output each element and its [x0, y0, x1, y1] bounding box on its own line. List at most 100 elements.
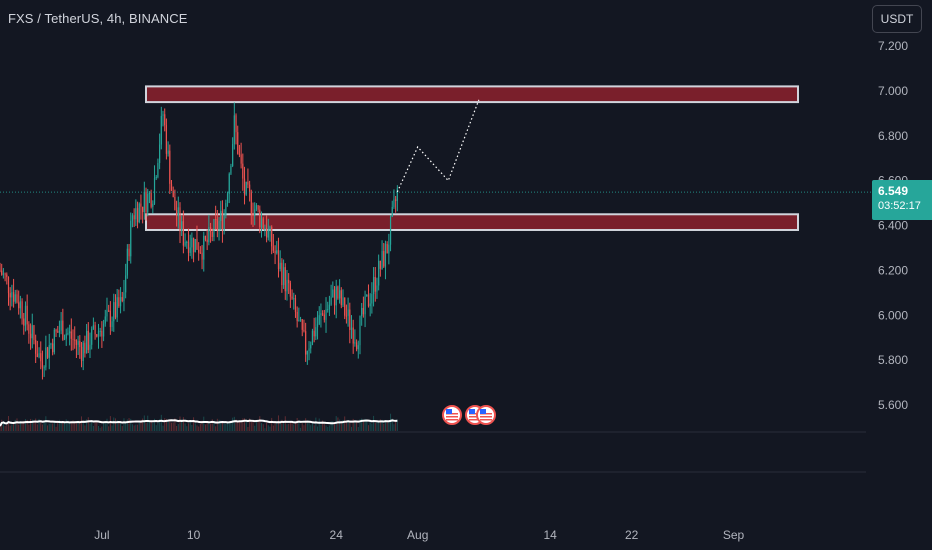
volume-bar [94, 421, 96, 431]
time-tick-label: 10 [187, 528, 201, 542]
volume-bar [373, 415, 375, 431]
candle-body [384, 243, 387, 267]
volume-bar [300, 427, 302, 431]
candle-body [276, 250, 278, 254]
volume-bar [74, 421, 76, 431]
volume-bar [206, 421, 208, 431]
candle-body [7, 276, 10, 294]
candle-body [386, 243, 388, 254]
volume-bar [50, 423, 52, 431]
candle-body [58, 330, 61, 333]
event-marker-ring [442, 405, 462, 425]
candle-body [18, 302, 20, 309]
candle-body [80, 346, 83, 361]
candle-body [114, 302, 117, 318]
price-tick-label: 6.800 [878, 129, 908, 143]
volume-bar [133, 425, 135, 431]
volume-bar [125, 423, 127, 431]
volume-bar [36, 424, 38, 431]
candle-body [325, 309, 327, 320]
price-tick-label: 7.000 [878, 84, 908, 98]
time-tick-label: Aug [407, 528, 428, 542]
volume-bar [48, 423, 50, 431]
volume-moving-average [0, 419, 398, 427]
currency-button[interactable]: USDT [872, 5, 922, 33]
volume-bar [284, 416, 286, 431]
volume-bar [31, 419, 33, 431]
candle-body [186, 241, 188, 243]
candle-body [204, 235, 207, 240]
candle-body [315, 327, 317, 337]
candle-body [264, 228, 266, 230]
candle-body [352, 327, 354, 344]
volume-bar [109, 416, 111, 431]
candle-body [189, 247, 191, 253]
volume-bar [157, 421, 159, 431]
volume-bar [291, 421, 293, 431]
volume-bar [327, 426, 329, 431]
candle-body [26, 305, 28, 325]
candle-body [111, 321, 113, 327]
volume-bar [293, 424, 295, 431]
volume-bar [330, 421, 332, 431]
volume-bar [232, 417, 234, 431]
flag-stripe [446, 416, 458, 418]
candle-body [62, 320, 64, 340]
candle-body [252, 213, 254, 217]
candle-body [274, 250, 276, 254]
volume-bar [259, 416, 261, 431]
projection-path[interactable] [396, 99, 480, 193]
volume-bar [204, 424, 206, 431]
resistance-zone[interactable] [145, 213, 799, 231]
volume-bar [369, 421, 371, 431]
time-axis[interactable]: Jul 10 24 Aug 14 22 Sep [94, 528, 744, 542]
volume-bar [274, 421, 276, 431]
volume-bar [177, 424, 179, 431]
volume-bar [364, 418, 366, 431]
volume-bar [371, 423, 373, 431]
flag-stripe [480, 416, 492, 418]
symbol-title[interactable]: FXS / TetherUS, 4h, BINANCE [8, 11, 188, 26]
volume-bar [91, 420, 93, 431]
volume-bar [120, 421, 122, 431]
candle-body [369, 303, 371, 307]
us-flag-icon[interactable] [476, 405, 496, 425]
volume-bar [184, 423, 186, 431]
candle-body [159, 144, 161, 164]
volume-bar [193, 417, 195, 431]
volume-bar [271, 417, 273, 431]
volume-bar [99, 427, 101, 431]
volume-bar [332, 421, 334, 431]
us-flag-icon[interactable] [442, 405, 462, 425]
candle-body [364, 296, 366, 315]
candle-body [35, 339, 37, 354]
candle-body [172, 190, 174, 198]
volume-bar [189, 420, 191, 431]
candle-body [339, 290, 341, 299]
candle-body [267, 230, 269, 238]
candle-body [389, 216, 392, 245]
candle-body [208, 226, 210, 243]
volume-bar [340, 420, 342, 431]
candle-body [318, 315, 320, 325]
flag-canton [480, 409, 486, 414]
resistance-zone[interactable] [145, 85, 799, 104]
volume-bar [18, 424, 20, 431]
volume-bar [264, 428, 266, 431]
price-axis[interactable]: 7.2007.0006.8006.6006.4006.2006.0005.800… [878, 39, 908, 412]
price-tick-label: 5.600 [878, 398, 908, 412]
volume-bar [344, 416, 346, 431]
volume-bar [298, 420, 300, 431]
candle-body [311, 330, 314, 345]
candle-body [45, 347, 47, 368]
candle-body [383, 251, 385, 267]
volume-bar [60, 422, 62, 431]
candle-body [199, 252, 201, 254]
candle-body [16, 294, 18, 303]
candle-body [243, 178, 246, 195]
candle-body [260, 218, 263, 228]
volume-bar [381, 419, 383, 431]
volume-bar [221, 422, 223, 431]
candle-body [187, 241, 190, 253]
